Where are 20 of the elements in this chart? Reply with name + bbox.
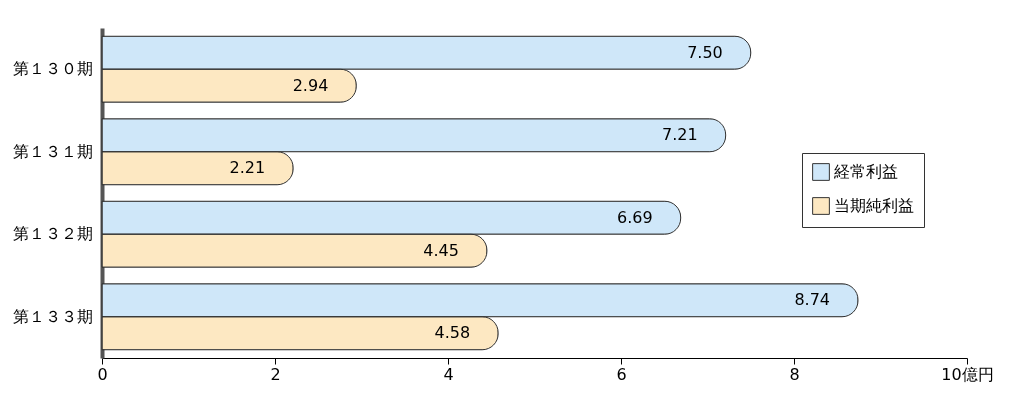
y-tick-label: 第１３１期: [12, 141, 93, 161]
x-tick-label: 4: [443, 364, 454, 384]
y-tick-label: 第１３２期: [12, 224, 93, 244]
x-tick-label: 6: [616, 364, 627, 384]
data-label: 7.50: [687, 42, 723, 62]
x-tick-label: 10億円: [941, 364, 994, 384]
x-tick-label: 2: [270, 364, 281, 384]
data-label: 6.69: [617, 207, 653, 227]
x-tick-label: 8: [789, 364, 800, 384]
y-tick-label: 第１３３期: [12, 306, 93, 326]
data-label: 7.21: [662, 125, 698, 145]
data-label: 8.74: [794, 290, 831, 310]
legend-label: 経常利益: [833, 162, 898, 181]
data-label: 4.58: [434, 323, 471, 343]
data-label: 2.94: [292, 75, 329, 95]
y-tick-label: 第１３０期: [12, 59, 93, 79]
legend-label: 当期純利益: [834, 196, 914, 215]
data-label: 4.45: [423, 240, 459, 260]
data-label: 2.21: [229, 158, 266, 178]
x-tick-label: 0: [97, 364, 108, 384]
